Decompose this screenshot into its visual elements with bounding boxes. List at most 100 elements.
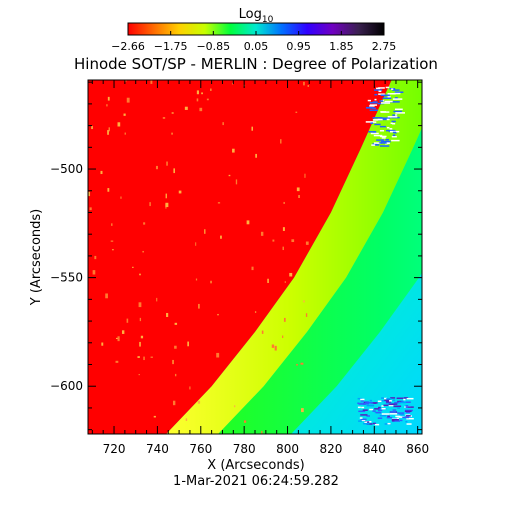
speckle [174,373,177,377]
speckle [121,330,125,334]
speckle [282,227,285,231]
noise-patch [392,399,396,401]
speckle [267,278,269,283]
speckle [117,336,120,342]
speckle [217,202,221,204]
noise-patch [372,117,383,119]
noise-patch [405,401,411,403]
noise-patch [377,409,383,412]
noise-patch [402,416,409,419]
colorbar-tick-label: 2.75 [372,40,397,53]
noise-patch [379,135,387,138]
colorbar-label: Log10 [239,7,274,25]
noise-patch [371,144,376,146]
noise-patch [381,405,384,407]
noise-patch [369,105,375,107]
noise-patch [380,111,387,113]
speckle [232,148,235,153]
noise-patch [379,100,384,102]
noise-patch [389,128,393,130]
speckle [106,104,108,107]
speckle [209,88,212,91]
noise-patch [370,121,377,123]
noise-patch [386,398,392,400]
speckle [153,415,156,418]
noise-patch [377,118,383,121]
noise-patch [358,403,366,405]
speckle [137,356,140,358]
noise-patch [379,130,385,132]
speckle [143,222,146,225]
noise-patch [397,400,402,403]
speckle [296,364,298,366]
speckle [107,96,110,101]
noise-patch [384,397,387,400]
noise-patch [379,142,387,144]
noise-patch [370,404,374,407]
noise-patch [377,102,385,105]
noise-patch [391,120,396,123]
speckle [94,255,97,260]
noise-patch [405,409,413,412]
speckle [108,127,110,132]
noise-patch [396,397,404,400]
speckle [185,418,188,421]
noise-patch [381,397,385,399]
noise-patch [369,408,374,411]
noise-patch [384,100,393,103]
noise-patch [366,423,373,425]
speckle [139,317,142,322]
noise-patch [361,419,366,422]
y-axis-label: Y (Arcseconds) [29,209,44,306]
noise-patch [373,144,380,146]
speckle [282,246,284,251]
noise-patch [399,419,403,422]
noise-patch [395,415,401,418]
speckle [283,317,286,322]
noise-patch [365,106,374,109]
noise-patch [406,406,414,408]
speckle [166,161,168,166]
noise-patch [391,88,394,90]
noise-patch [364,401,369,403]
noise-patch [398,401,407,404]
noise-patch [381,137,386,139]
x-axis-label: X (Arcseconds) [207,458,304,473]
noise-patch [395,112,405,114]
speckle [150,356,153,358]
speckle [111,223,113,226]
colorbar-tick-labels: −2.66 −1.75 −0.85 0.05 0.95 1.85 2.75 [111,40,396,53]
noise-patch [393,110,402,113]
noise-patch [366,415,370,417]
noise-patch [379,125,387,128]
noise-patch [406,397,414,400]
noise-patch [406,417,414,420]
noise-patch [377,400,382,403]
noise-patch [366,401,373,404]
noise-patch [394,91,404,93]
speckle [228,174,231,177]
noise-patch [405,405,409,407]
speckle [301,408,304,413]
speckle [261,430,263,434]
speckle [138,302,142,308]
speckle [105,293,108,299]
speckle [280,139,282,144]
noise-patch [374,408,380,410]
speckle [172,400,176,406]
noise-patch [374,423,380,426]
noise-patch [357,406,361,409]
speckle [174,345,177,349]
noise-patch [374,98,377,101]
noise-patch [379,145,390,147]
colorbar-tick-label: −1.75 [154,40,188,53]
noise-patch [372,119,381,121]
noise-patch [400,400,404,403]
noise-patch [386,129,396,132]
noise-patch [368,131,377,133]
speckle [149,202,151,207]
noise-patch [387,422,391,425]
noise-patch [379,118,388,121]
speckle [283,201,285,204]
noise-patch [386,416,393,419]
